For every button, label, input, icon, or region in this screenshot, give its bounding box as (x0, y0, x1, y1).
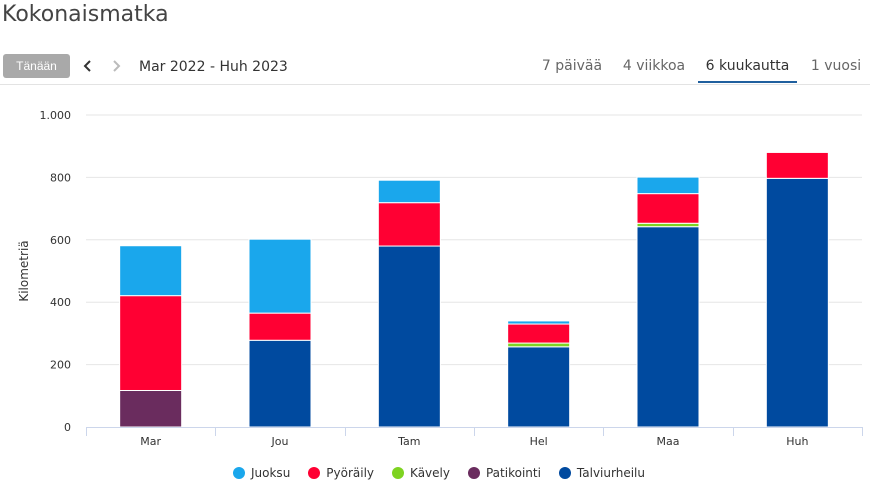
legend-label: Pyöräily (326, 466, 375, 480)
bar-segment[interactable] (119, 245, 183, 297)
y-tick-label: 800 (50, 171, 71, 184)
y-tick-label: 0 (64, 421, 71, 434)
legend-marker (308, 467, 321, 479)
bar-segment[interactable] (507, 323, 571, 344)
tab-6-months[interactable]: 6 kuukautta (698, 50, 797, 83)
bar-segment[interactable] (119, 295, 183, 391)
chart-legend: Juoksu Pyöräily Kävely Patikointi Talviurhei… (0, 466, 878, 480)
bar-segment[interactable] (377, 245, 441, 428)
y-tick-label: 1.000 (40, 109, 72, 122)
bar-segment[interactable] (636, 193, 700, 224)
distance-chart: 0 200 400 600 800 1.000 Mar Jou Tam Hel Maa Huh Kil… (17, 109, 863, 448)
bar-segment[interactable] (636, 226, 700, 428)
date-range-label: Mar 2022 - Huh 2023 (139, 59, 288, 75)
previous-period-button[interactable] (76, 52, 100, 80)
today-button[interactable]: Tänään (3, 54, 70, 78)
legend-item[interactable]: Patikointi (467, 466, 541, 480)
bar-segment[interactable] (377, 179, 441, 204)
page-title: Kokonaismatka (2, 2, 169, 27)
legend-item[interactable]: Juoksu (233, 466, 290, 480)
legend-marker (467, 467, 480, 479)
legend-label: Patikointi (485, 466, 541, 480)
x-tick-label: Hel (530, 435, 548, 448)
bar-segment[interactable] (636, 222, 700, 228)
tab-4-weeks[interactable]: 4 viikkoa (622, 58, 686, 74)
y-axis-label: Kilometriä (17, 240, 31, 301)
bar-segment[interactable] (248, 238, 312, 314)
bar-segment[interactable] (765, 151, 829, 179)
legend-item[interactable]: Pyöräily (308, 466, 374, 480)
bar-segment[interactable] (507, 346, 571, 428)
legend-marker (558, 467, 571, 479)
legend-item[interactable]: Talviurheilu (558, 466, 645, 480)
chevron-left-icon (83, 60, 91, 72)
tab-7-days[interactable]: 7 päivää (541, 58, 603, 74)
x-tick-label: Mar (140, 435, 161, 448)
bar-segment[interactable] (248, 339, 312, 428)
y-tick-label: 400 (50, 296, 71, 309)
x-tick-label: Huh (786, 435, 808, 448)
x-tick-label: Tam (397, 435, 420, 448)
tab-1-year[interactable]: 1 vuosi (810, 58, 862, 74)
toolbar: Tänään Mar 2022 - Huh 2023 7 päivää 4 vi… (0, 50, 870, 85)
bar-segment[interactable] (765, 177, 829, 428)
bar-segment[interactable] (248, 312, 312, 341)
bar-segment[interactable] (119, 389, 183, 428)
legend-marker (392, 467, 405, 479)
next-period-button[interactable] (104, 52, 128, 80)
legend-marker (233, 467, 245, 479)
legend-label: Juoksu (251, 466, 291, 480)
bar-segment[interactable] (636, 176, 700, 195)
legend-label: Talviurheilu (576, 466, 645, 480)
legend-item[interactable]: Kävely (392, 466, 450, 480)
y-tick-label: 600 (50, 234, 71, 247)
bar-segment[interactable] (377, 202, 441, 247)
chevron-right-icon (113, 60, 121, 72)
y-tick-label: 200 (50, 359, 71, 372)
x-tick-label: Jou (271, 435, 289, 448)
x-tick-label: Maa (657, 435, 680, 448)
bar-segment[interactable] (507, 342, 571, 348)
bar-segment[interactable] (507, 320, 571, 325)
legend-label: Kävely (410, 466, 450, 480)
